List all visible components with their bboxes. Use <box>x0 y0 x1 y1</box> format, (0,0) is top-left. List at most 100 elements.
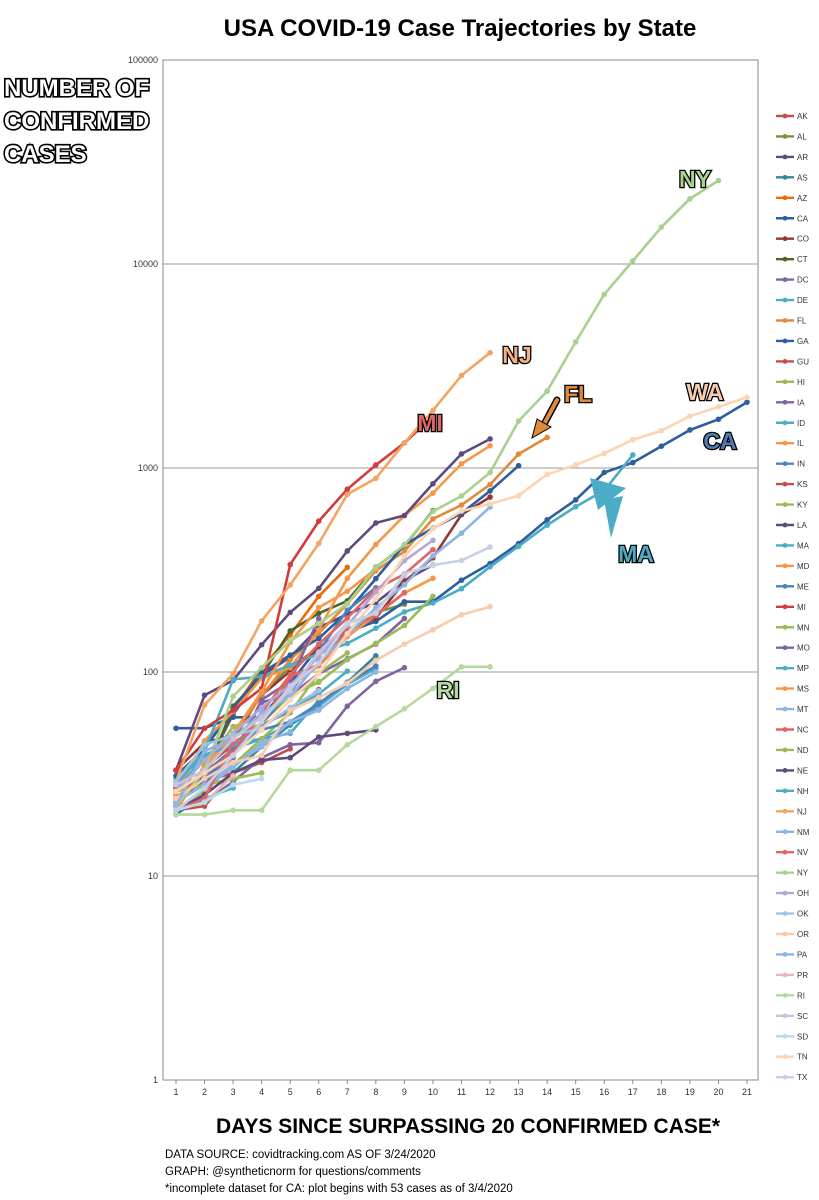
legend-marker <box>782 665 788 671</box>
fl-arrow-head <box>531 418 553 440</box>
legend-item-nm: NM <box>776 828 810 837</box>
data-point <box>230 752 236 759</box>
data-point <box>401 440 408 446</box>
data-point <box>287 628 294 634</box>
data-point <box>458 372 465 379</box>
data-point <box>572 339 579 345</box>
data-point <box>258 618 265 624</box>
data-point <box>487 494 493 500</box>
data-point <box>315 518 322 524</box>
legend-label: KY <box>797 501 808 510</box>
data-point <box>258 697 265 703</box>
data-point <box>458 460 465 467</box>
y-axis-label-line-2: CONFIRMED <box>4 108 149 135</box>
data-point <box>315 739 322 746</box>
legend-item-ks: KS <box>776 480 808 489</box>
legend-label: RI <box>797 991 805 1000</box>
data-point <box>430 546 436 553</box>
legend-label: MS <box>797 685 809 694</box>
x-tick-label: 16 <box>599 1087 609 1097</box>
data-point <box>687 427 693 433</box>
legend-marker <box>782 890 788 896</box>
series-line <box>174 437 492 772</box>
x-axis-ticks: 1 2 3 4 5 6 7 8 9 10 11 12 13 14 15 16 17 18 19 20 21 <box>173 1080 752 1097</box>
data-point <box>458 502 465 508</box>
data-point <box>287 561 294 568</box>
data-point <box>401 553 408 559</box>
data-point <box>344 564 351 571</box>
legend-marker <box>782 359 788 364</box>
legend-item-ny: NY <box>776 869 809 878</box>
legend-label: FL <box>797 317 807 326</box>
data-point <box>373 564 379 571</box>
data-point <box>373 589 379 595</box>
data-point <box>287 582 294 588</box>
data-point <box>658 224 665 230</box>
data-point <box>373 610 379 617</box>
legend-item-hi: HI <box>776 378 805 387</box>
x-tick-label: 5 <box>288 1087 293 1097</box>
legend-item-ky: KY <box>776 501 808 510</box>
data-point <box>373 678 379 685</box>
legend-label: AL <box>797 132 807 141</box>
legend-label: GA <box>797 337 809 346</box>
data-point <box>315 585 322 592</box>
data-point <box>258 664 265 671</box>
data-point <box>287 638 294 644</box>
legend-label: NV <box>797 848 809 857</box>
legend-label: OR <box>797 930 809 939</box>
data-point <box>230 707 236 713</box>
data-point <box>630 436 636 443</box>
legend-marker <box>782 870 788 876</box>
data-point <box>344 548 351 554</box>
data-point <box>601 469 608 476</box>
legend-label: ID <box>797 419 805 428</box>
legend-item-gu: GU <box>776 357 809 366</box>
legend-marker <box>782 154 788 160</box>
legend-item-ne: NE <box>776 766 808 775</box>
data-point <box>315 679 322 686</box>
legend-item-or: OR <box>776 930 809 939</box>
data-point <box>230 676 236 683</box>
legend-label: NM <box>797 828 810 837</box>
data-point <box>315 687 322 694</box>
legend-label: MT <box>797 705 809 714</box>
annotations: NY NJ FL MI WA CA MA RI <box>416 165 738 705</box>
data-point <box>344 741 351 748</box>
legend-label: NC <box>797 726 809 735</box>
legend-marker <box>782 727 788 732</box>
data-point <box>458 508 465 514</box>
data-point <box>344 615 351 621</box>
data-point <box>430 685 436 692</box>
series-line <box>174 605 492 800</box>
data-point <box>201 737 208 744</box>
data-point <box>373 625 379 631</box>
x-tick-label: 14 <box>542 1087 552 1097</box>
data-point <box>544 434 550 441</box>
series-mo <box>173 615 322 802</box>
legend-label: CA <box>797 214 809 223</box>
y-axis-label-line-3: CASES <box>4 141 87 168</box>
data-point <box>572 497 579 503</box>
legend-label: IA <box>797 398 805 407</box>
x-tick-label: 19 <box>685 1087 695 1097</box>
data-point <box>715 416 722 423</box>
legend-item-me: ME <box>776 582 809 591</box>
plot-frame <box>162 59 759 1081</box>
data-point <box>458 451 465 457</box>
legend-item-mt: MT <box>776 705 809 714</box>
legend-label: HI <box>797 378 805 387</box>
data-point <box>344 588 351 594</box>
x-tick-label: 3 <box>231 1087 236 1097</box>
data-point <box>487 664 493 670</box>
series-line <box>174 351 492 784</box>
legend-item-mp: MP <box>776 664 809 673</box>
data-point <box>344 575 351 582</box>
data-point <box>315 670 322 677</box>
ma-arrow-shaft <box>604 496 623 538</box>
data-point <box>601 291 608 298</box>
data-point <box>315 660 322 667</box>
series-line <box>174 545 492 812</box>
data-point <box>201 775 208 782</box>
